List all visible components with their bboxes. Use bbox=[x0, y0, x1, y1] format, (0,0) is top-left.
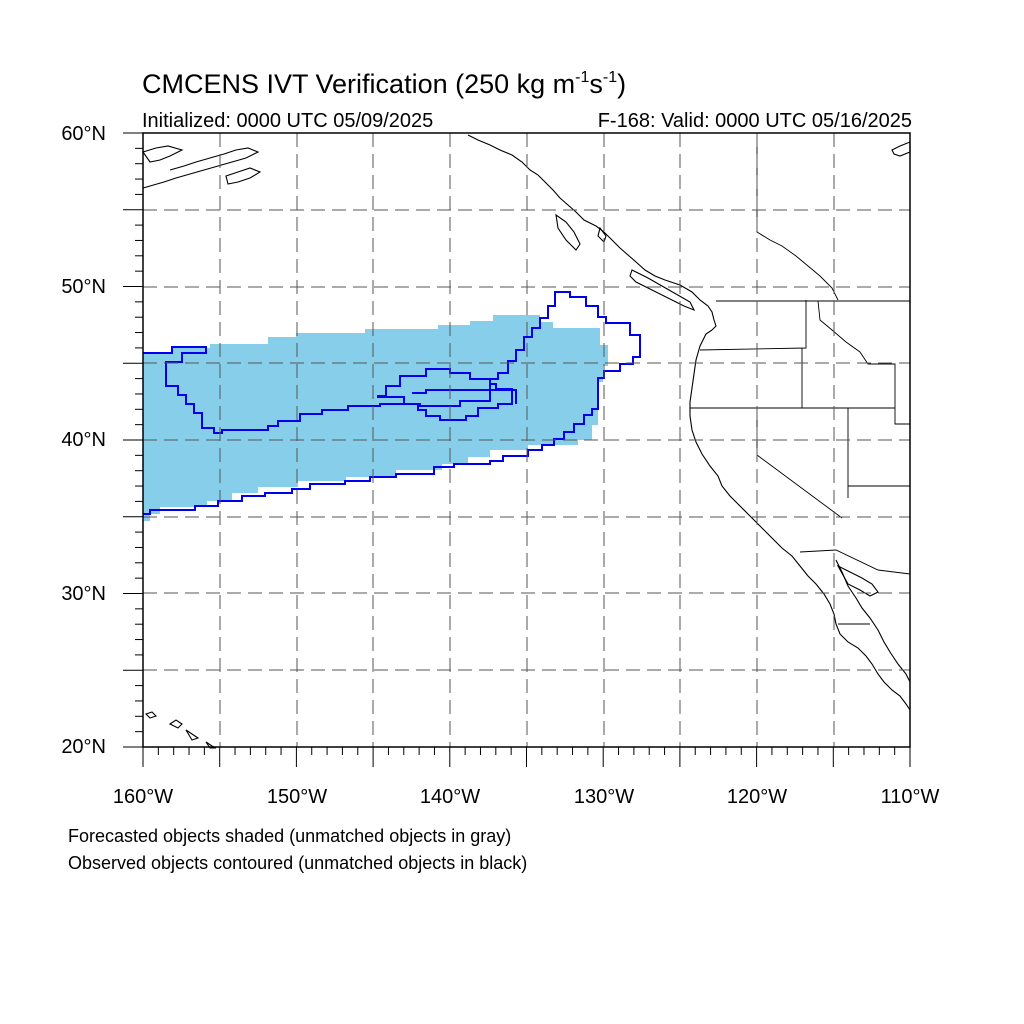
graticule bbox=[143, 133, 910, 747]
coastline-islands-bc bbox=[555, 213, 696, 312]
observed-contour-inner-bar bbox=[412, 389, 517, 404]
coastline-small-islands bbox=[225, 167, 262, 185]
coastline-hawaii bbox=[144, 711, 217, 749]
tick-marks bbox=[123, 132, 911, 767]
lon-label-160: 160°W bbox=[112, 786, 174, 808]
border-us-mexico bbox=[799, 549, 911, 575]
borders-layer bbox=[690, 133, 911, 625]
coastline-aleutians bbox=[142, 145, 260, 189]
border-id-mt bbox=[817, 300, 910, 425]
border-wa-or bbox=[699, 300, 807, 351]
border-alaska-bc bbox=[756, 133, 839, 301]
coastline-gulf bbox=[836, 564, 879, 597]
coastline-bc bbox=[467, 134, 717, 331]
lon-label-110: 110°W bbox=[880, 786, 940, 808]
lon-label-150: 150°W bbox=[266, 786, 328, 808]
lat-label-40: 40°N bbox=[61, 429, 106, 451]
title-end: ) bbox=[617, 69, 627, 99]
coastline-baja bbox=[835, 559, 911, 683]
chart-title: CMCENS IVT Verification (250 kg m-1s-1) bbox=[142, 70, 626, 98]
lon-label-120: 120°W bbox=[726, 786, 788, 808]
coastline-us-west bbox=[689, 329, 911, 711]
valid-label: F-168: Valid: 0000 UTC 05/16/2025 bbox=[597, 110, 912, 132]
lon-label-130: 130°W bbox=[573, 786, 635, 808]
forecast-note: Forecasted objects shaded (unmatched obj… bbox=[68, 826, 512, 846]
observed-contour-outer bbox=[143, 291, 641, 515]
title-exponent-2: -1 bbox=[602, 69, 618, 86]
title-exponent-1: -1 bbox=[575, 69, 590, 86]
lat-label-50: 50°N bbox=[61, 276, 106, 298]
lat-label-30: 30°N bbox=[61, 583, 106, 605]
lon-label-140: 140°W bbox=[419, 786, 481, 808]
title-mid: s bbox=[589, 69, 603, 99]
lat-label-20: 20°N bbox=[61, 736, 106, 758]
coastline-hudson bbox=[891, 141, 911, 157]
border-ca-nv bbox=[756, 408, 843, 519]
coastline-layer bbox=[142, 134, 911, 749]
initialized-label: Initialized: 0000 UTC 05/09/2025 bbox=[142, 110, 434, 132]
lat-label-60: 60°N bbox=[61, 123, 106, 145]
title-main: CMCENS IVT Verification (250 kg m bbox=[142, 69, 576, 99]
forecast-object bbox=[143, 315, 608, 521]
observed-contour-inner bbox=[377, 368, 513, 421]
observed-note: Observed objects contoured (unmatched ob… bbox=[68, 853, 528, 873]
